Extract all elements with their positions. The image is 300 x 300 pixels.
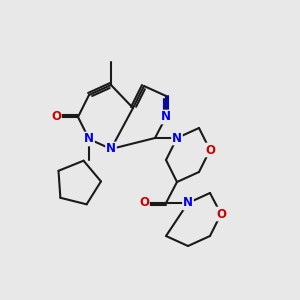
Text: N: N [183,196,193,209]
Text: O: O [139,196,149,209]
Text: O: O [51,110,61,124]
Text: N: N [106,142,116,155]
Text: N: N [84,133,94,146]
Text: N: N [172,131,182,145]
Text: O: O [205,143,215,157]
Text: O: O [216,208,226,220]
Text: N: N [161,110,171,124]
